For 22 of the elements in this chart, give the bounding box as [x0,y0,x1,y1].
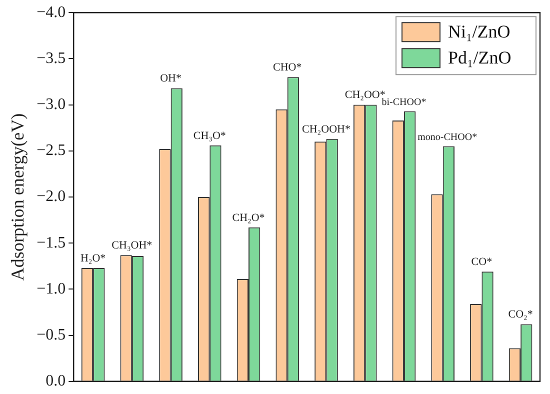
legend-label: Pd₁/ZnO [448,47,512,68]
y-tick-label: −0.5 [36,326,66,344]
x-tick-label: CH₃O* [193,130,226,142]
x-tick-label: OH* [160,72,182,85]
y-tick-label: −2.0 [36,188,66,206]
legend-label: Ni₁/ZnO [448,21,510,42]
x-tick-label: CO* [471,256,492,268]
x-tick-label: CH₂O* [232,212,265,224]
x-tick-label: CO₂* [508,308,533,321]
x-tick-label: mono-CHOO* [418,132,478,143]
y-axis-title: Adsorption energy(eV) [8,113,28,281]
x-tick-label: CH₃OH* [112,239,152,252]
x-tick-label: CH₂OOH* [302,123,350,136]
y-tick-label: −3.5 [36,50,66,67]
y-tick-label: −1.5 [36,234,66,252]
y-tick-label: −1.0 [36,280,66,298]
y-tick-label: −2.5 [36,142,66,160]
y-tick-label: −3.0 [36,96,66,114]
x-tick-label: CHO* [273,62,302,74]
y-tick-label: −4.0 [36,4,66,21]
y-tick-label: 0.0 [46,372,66,390]
x-tick-label: H₂O* [80,252,106,264]
